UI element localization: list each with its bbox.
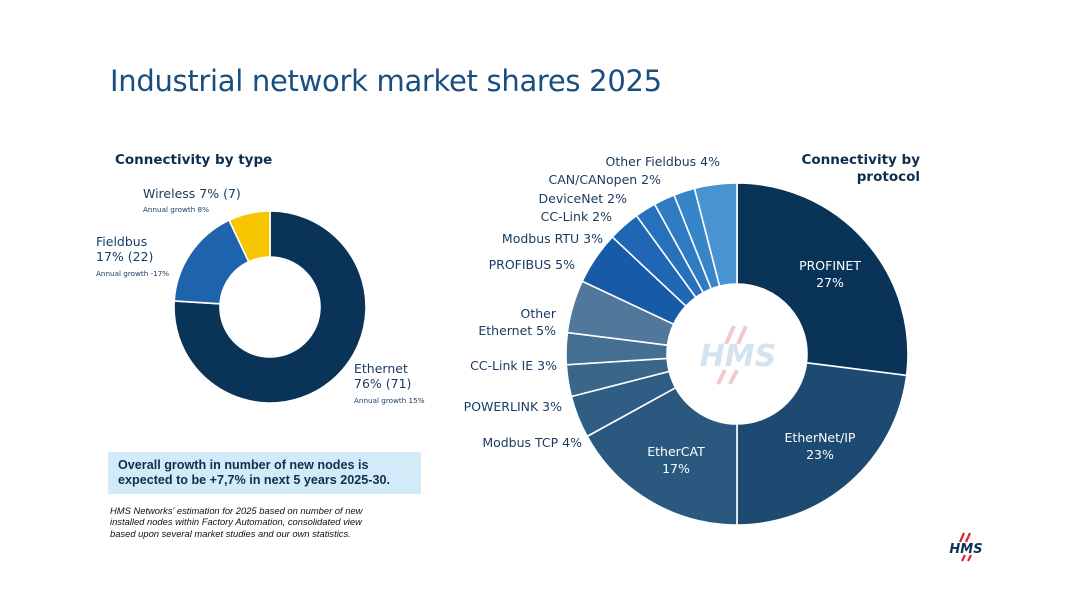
label-ethernet-line-2: 76% (71) bbox=[354, 376, 411, 391]
footnote-line-3: based upon several market studies and ou… bbox=[110, 527, 351, 539]
label-cc-link: CC-Link 2% bbox=[541, 209, 612, 224]
label-fieldbus-sub: Annual growth -17% bbox=[96, 269, 169, 278]
label-ethercat-line-2: 17% bbox=[662, 461, 690, 476]
hms-watermark: HMS bbox=[700, 325, 777, 385]
slice-ethernet bbox=[173, 210, 367, 404]
slide-title: Industrial network market shares 2025 bbox=[110, 64, 662, 98]
hms-watermark-text: HMS bbox=[700, 339, 777, 374]
label-ethernet-ip-line-1: EtherNet/IP bbox=[785, 430, 856, 445]
label-fieldbus-line-1: Fieldbus bbox=[96, 234, 147, 249]
slice-ethercat bbox=[586, 386, 738, 526]
slice-wireless bbox=[228, 210, 271, 263]
growth-callout: Overall growth in number of new nodes is… bbox=[108, 452, 421, 494]
chart-title-by-protocol-line-1: Connectivity by bbox=[802, 152, 921, 168]
growth-callout-line-2: expected to be +7,7% in next 5 years 202… bbox=[118, 473, 390, 487]
label-ethernet-sub: Annual growth 15% bbox=[354, 396, 425, 405]
donut-chart-by-type bbox=[173, 210, 367, 404]
label-ethernet-line-1: Ethernet bbox=[354, 361, 408, 376]
chart-title-by-type: Connectivity by type bbox=[115, 152, 272, 168]
footnote-line-2: installed nodes within Factory Automatio… bbox=[110, 516, 362, 528]
slice-other-fieldbus bbox=[693, 182, 738, 288]
label-profinet-line-1: PROFINET bbox=[799, 258, 861, 273]
source-footnote: HMS Networks' estimation for 2025 based … bbox=[110, 505, 410, 539]
label-ethercat-line-1: EtherCAT bbox=[647, 444, 705, 459]
label-powerlink: POWERLINK 3% bbox=[464, 399, 562, 414]
slice-ethernet-ip bbox=[736, 361, 908, 526]
hms-logo: HMS bbox=[949, 532, 983, 562]
growth-callout-line-1: Overall growth in number of new nodes is bbox=[118, 458, 369, 472]
label-modbus-tcp: Modbus TCP 4% bbox=[482, 435, 582, 450]
label-other-fieldbus: Other Fieldbus 4% bbox=[606, 154, 721, 169]
footnote-line-1: HMS Networks' estimation for 2025 based … bbox=[110, 505, 363, 516]
label-cc-link-ie: CC-Link IE 3% bbox=[470, 358, 557, 373]
chart-title-by-protocol-line-2: protocol bbox=[857, 169, 920, 185]
label-devicenet: DeviceNet 2% bbox=[539, 191, 628, 206]
label-ethernet-ip-line-2: 23% bbox=[806, 447, 834, 462]
donut-chart-by-protocol: HMS bbox=[565, 182, 909, 526]
label-wireless-line-1: Wireless 7% (7) bbox=[143, 186, 241, 201]
label-profinet-line-2: 27% bbox=[816, 275, 844, 290]
label-can-canopen: CAN/CANopen 2% bbox=[549, 172, 662, 187]
label-profibus: PROFIBUS 5% bbox=[489, 257, 576, 272]
label-other-ethernet-line-2: Ethernet 5% bbox=[478, 323, 556, 338]
label-wireless-sub: Annual growth 8% bbox=[143, 205, 209, 214]
slice-profinet bbox=[736, 182, 909, 377]
label-modbus-rtu: Modbus RTU 3% bbox=[502, 231, 603, 246]
label-other-ethernet-line-1: Other bbox=[521, 306, 557, 321]
label-fieldbus-line-2: 17% (22) bbox=[96, 249, 153, 264]
svg-text:HMS: HMS bbox=[949, 542, 982, 557]
